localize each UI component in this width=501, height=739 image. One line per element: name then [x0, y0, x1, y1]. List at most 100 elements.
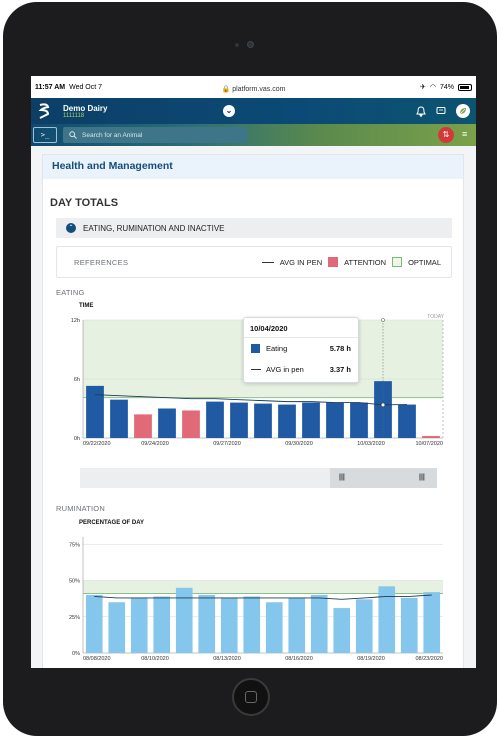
- leaf-icon: [459, 108, 466, 115]
- bar: [134, 414, 152, 438]
- battery-percent: 74%: [439, 83, 454, 91]
- day-totals-title: DAY TOTALS: [50, 197, 119, 209]
- message-icon[interactable]: [436, 106, 446, 116]
- animal-search-input[interactable]: Search for an Animal: [63, 127, 247, 143]
- legend-avg: AVG IN PEN: [279, 257, 323, 267]
- legend-attention: ATTENTION: [344, 257, 387, 267]
- bar: [333, 608, 351, 653]
- wifi-icon: ◠: [429, 84, 436, 91]
- bar: [355, 599, 373, 653]
- avg-line-swatch: [261, 261, 274, 263]
- x-tick-label: 09/27/2020: [213, 441, 241, 445]
- front-camera: [247, 41, 254, 48]
- search-placeholder: Search for an Animal: [82, 131, 143, 139]
- bar: [350, 402, 368, 438]
- bar: [400, 597, 418, 653]
- bar: [110, 399, 128, 438]
- battery-icon: [458, 83, 472, 91]
- x-tick-label: 10/03/2020: [357, 441, 385, 445]
- screen: 11:57 AM Wed Oct 7 🔒 platform.vas.com ✈ …: [31, 76, 476, 668]
- status-date: Wed Oct 7: [69, 83, 103, 91]
- bar: [153, 596, 171, 653]
- y-tick-label: 0h: [74, 436, 80, 442]
- bar: [378, 586, 396, 653]
- bar: [130, 597, 148, 653]
- app-logo-icon[interactable]: [37, 103, 51, 119]
- home-square-icon: [245, 691, 257, 703]
- card-title: Health and Management: [43, 155, 463, 179]
- user-avatar[interactable]: [456, 104, 470, 118]
- optimal-swatch: [392, 257, 403, 267]
- x-tick-label: 08/10/2020: [141, 656, 169, 662]
- range-handle-right[interactable]: |||: [419, 474, 425, 481]
- accordion-header[interactable]: ⌃ EATING, RUMINATION AND INACTIVE: [56, 218, 452, 238]
- hamburger-menu-icon[interactable]: ≡: [462, 129, 468, 139]
- x-tick-label: 10/07/2020: [415, 441, 443, 445]
- bar: [108, 602, 126, 653]
- bar: [198, 595, 216, 653]
- y-tick-label: 75%: [69, 542, 80, 548]
- x-tick-label: 08/19/2020: [357, 656, 385, 662]
- range-selection[interactable]: ||| |||: [330, 468, 437, 488]
- bar: [423, 592, 441, 653]
- x-tick-label: 08/13/2020: [213, 656, 241, 662]
- bar: [398, 404, 416, 438]
- bar: [374, 381, 392, 438]
- range-scrollbar[interactable]: ||| |||: [80, 468, 437, 488]
- sensor-dot: [235, 43, 239, 47]
- avg-line: [94, 594, 432, 600]
- bar: [182, 410, 200, 438]
- rumination-chart[interactable]: 75% 50% 25% 0%08/08/2020 08/10/2020 08/13/202…: [51, 529, 451, 664]
- bar: [254, 403, 272, 438]
- chevron-up-icon[interactable]: ⌃: [66, 223, 76, 233]
- farm-name: Demo Dairy: [63, 103, 108, 113]
- bar: [278, 404, 296, 438]
- status-bar: 11:57 AM Wed Oct 7 🔒 platform.vas.com ✈ …: [31, 76, 476, 98]
- url-bar[interactable]: 🔒 platform.vas.com: [221, 86, 286, 93]
- references-title: REFERENCES: [74, 257, 129, 267]
- x-tick-label: 08/16/2020: [285, 656, 313, 662]
- bell-icon[interactable]: [416, 105, 426, 117]
- optimal-band: [83, 580, 443, 594]
- avg-swatch: [251, 369, 261, 370]
- attention-swatch: [328, 257, 339, 267]
- tooltip-date: 10/04/2020: [244, 318, 358, 338]
- farm-selector[interactable]: Demo Dairy 1111118: [63, 104, 107, 119]
- references-legend: REFERENCES AVG IN PEN ATTENTION OPTIMAL: [56, 246, 452, 278]
- url-text: platform.vas.com: [232, 86, 286, 93]
- search-icon: [69, 131, 77, 139]
- search-bar-row: >_ Search for an Animal ⇅ ≡: [31, 124, 476, 146]
- chart-tooltip: 10/04/2020 Eating 5.78 h AVG in pen 3.37…: [243, 317, 359, 383]
- bar: [206, 401, 224, 438]
- avg-line: [94, 394, 408, 406]
- x-tick-label: 08/23/2020: [415, 656, 443, 662]
- tablet-frame: 11:57 AM Wed Oct 7 🔒 platform.vas.com ✈ …: [3, 2, 497, 736]
- y-tick-label: 50%: [69, 579, 80, 585]
- bar: [326, 402, 344, 438]
- bar: [243, 596, 261, 653]
- x-tick-label: 08/08/2020: [83, 656, 111, 662]
- y-tick-label: 6h: [74, 377, 80, 383]
- bar: [288, 597, 306, 653]
- hover-top-point: [381, 318, 385, 322]
- eating-swatch: [251, 344, 260, 353]
- bar: [220, 597, 238, 653]
- legend-optimal: OPTIMAL: [408, 257, 441, 267]
- bar: [302, 402, 320, 438]
- y-tick-label: 0%: [72, 651, 80, 657]
- accordion-label: EATING, RUMINATION AND INACTIVE: [83, 223, 225, 233]
- terminal-button[interactable]: >_: [33, 127, 57, 143]
- bar: [175, 587, 193, 653]
- hover-point: [380, 402, 386, 408]
- bar: [265, 602, 283, 653]
- tooltip-eating-label: Eating: [266, 344, 288, 353]
- today-label: TODAY: [427, 314, 444, 320]
- x-tick-label: 09/30/2020: [285, 441, 313, 445]
- bar: [422, 436, 440, 438]
- bar: [230, 402, 248, 438]
- home-button[interactable]: [232, 678, 270, 716]
- sort-arrows-icon[interactable]: ⇅: [438, 127, 454, 143]
- chevron-down-icon[interactable]: ⌄: [223, 105, 235, 117]
- range-handle-left[interactable]: |||: [339, 474, 345, 481]
